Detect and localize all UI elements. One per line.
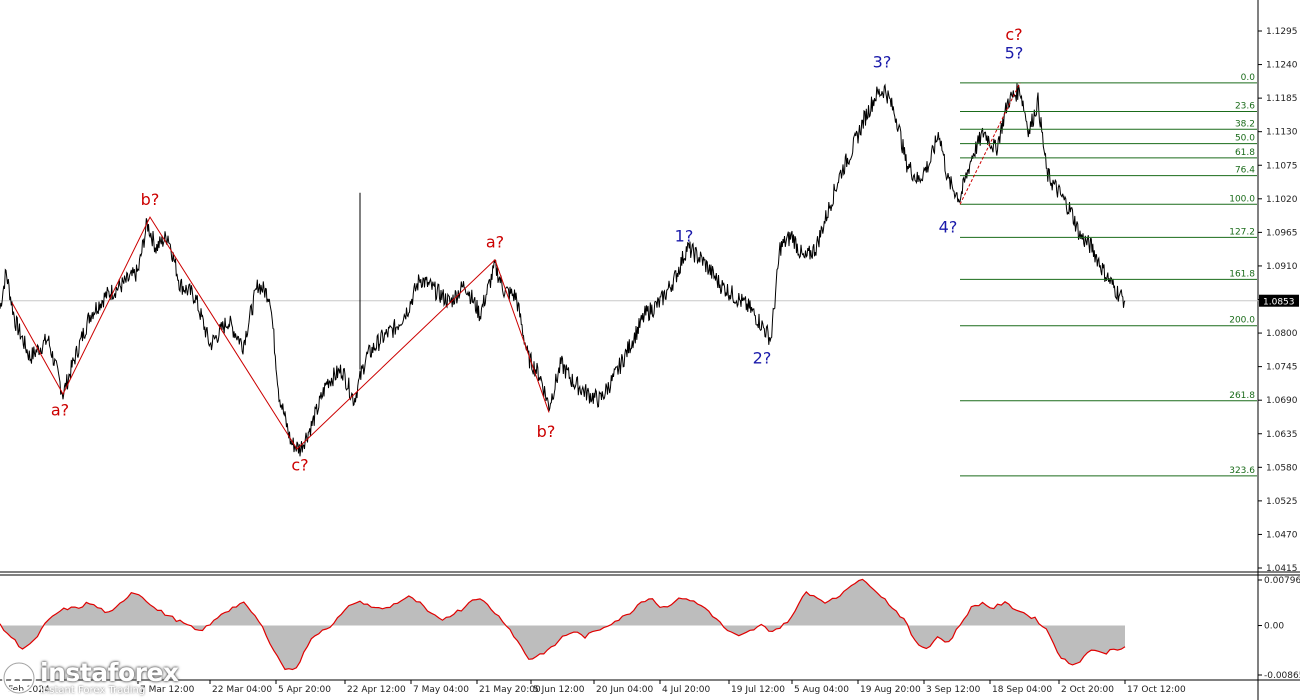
wave-label: 5? [1005,43,1024,62]
wave-label: b? [141,190,160,209]
current-price-badge: 1.0853 [1259,294,1299,308]
time-tick-label: 22 Apr 12:00 [347,685,406,695]
price-tick-label: 1.1075 [1266,161,1298,171]
fib-label: 127.2 [1229,227,1255,237]
wave-lines [11,82,1021,450]
fib-level: 76.4 [960,166,1257,177]
time-tick-label: 7 Mar 12:00 [140,685,195,695]
fib-label: 323.6 [1229,466,1255,476]
price-tick-label: 1.0415 [1266,564,1298,574]
wave-line [11,216,550,450]
fib-label: 38.2 [1235,119,1255,129]
oscillator-signal-line [0,578,1126,671]
time-tick-label: 19 Jul 12:00 [731,685,785,695]
time-tick-label: 4 Jul 20:00 [662,685,711,695]
time-tick-label: 22 Mar 04:00 [212,685,272,695]
fib-level: 200.0 [960,316,1257,327]
price-axis: 1.1295 1.1240 1.1185 1.1130 1.1075 1.1020 1.09… [1258,27,1299,574]
fib-label: 0.0 [1241,73,1256,83]
price-tick-label: 1.0800 [1266,329,1298,339]
time-tick-label: 5 Jun 12:00 [533,685,585,695]
time-tick-label: 3 Sep 12:00 [926,685,981,695]
time-tick-label: 19 Aug 20:00 [860,685,921,695]
instaforex-logo: instaforex Instant Forex Trading [2,655,180,700]
fib-level: 38.2 [960,119,1257,130]
fib-level: 161.8 [960,269,1257,280]
wave-dashed-line [959,82,1021,205]
price-tick-label: 1.0690 [1266,396,1298,406]
wave-annotations: a?b?c?a?b?1?2?3?4?5?c? [51,25,1023,474]
osc-tick-label: 0.00 [1264,622,1284,632]
fibonacci-levels: 0.0 23.6 38.2 50.0 61.8 76.4 100.0 127.2 161.8 20… [960,73,1257,477]
price-tick-label: 1.1185 [1266,94,1298,104]
current-price-label: 1.0853 [1263,298,1295,308]
time-tick-label: 2 Oct 20:00 [1061,685,1114,695]
fib-label: 200.0 [1229,316,1255,326]
fib-label: 161.8 [1229,269,1255,279]
price-tick-label: 1.0745 [1266,363,1298,373]
fib-level: 127.2 [960,227,1257,238]
fib-level: 323.6 [960,466,1257,477]
wave-label: 1? [675,227,694,246]
time-tick-label: 21 May 20:00 [479,685,541,695]
time-tick-label: 5 Aug 04:00 [794,685,849,695]
price-line [0,82,1126,457]
price-tick-label: 1.0580 [1266,463,1298,473]
fib-level: 50.0 [960,134,1257,145]
time-tick-label: 18 Sep 04:00 [992,685,1052,695]
wave-label: 4? [939,217,958,236]
wave-label: c? [291,455,308,474]
fib-level: 100.0 [960,194,1257,205]
time-tick-label: 5 Apr 20:00 [278,685,331,695]
price-tick-label: 1.0470 [1266,530,1298,540]
wave-label: b? [537,422,556,441]
fib-level: 61.8 [960,148,1257,159]
current-price-box [1259,294,1299,307]
price-tick-label: 1.1130 [1266,128,1298,138]
wave-label: a? [486,233,504,252]
logo-text: instaforex [40,657,179,687]
time-axis: Feb 2024 7 Mar 12:00 22 Mar 04:00 5 Apr 20:… [5,680,1186,695]
osc-tick-label: 0.00796 [1264,576,1300,586]
wave-label: a? [51,400,69,419]
oscillator-panel: 0.00796 0.00 -0.00865 [0,576,1300,681]
price-tick-label: 1.1295 [1266,27,1298,37]
time-tick-label: 17 Oct 12:00 [1127,685,1186,695]
time-tick-label: 20 Jun 04:00 [596,685,653,695]
price-series [0,82,1126,457]
fib-label: 100.0 [1229,194,1255,204]
price-tick-label: 1.0635 [1266,430,1298,440]
fib-label: 23.6 [1235,102,1255,112]
logo-tagline: Instant Forex Trading [40,684,146,696]
oscillator-histogram [0,579,1125,670]
fib-label: 61.8 [1235,148,1255,158]
fib-level: 261.8 [960,391,1257,402]
fib-label: 76.4 [1235,166,1255,176]
wave-label: 2? [753,349,772,368]
fib-label: 50.0 [1235,134,1255,144]
fib-label: 261.8 [1229,391,1255,401]
fib-level: 0.0 [960,73,1257,84]
wave-label: c? [1005,25,1022,44]
logo-icon [2,660,36,695]
price-tick-label: 1.0525 [1266,497,1298,507]
price-tick-label: 1.1240 [1266,61,1298,71]
wave-label: 3? [873,53,892,72]
price-tick-label: 1.0965 [1266,228,1298,238]
time-tick-label: 7 May 04:00 [413,685,469,695]
price-tick-label: 1.1020 [1266,195,1298,205]
fib-level: 23.6 [960,102,1257,113]
osc-tick-label: -0.00865 [1264,671,1300,681]
price-tick-label: 1.0910 [1266,262,1298,272]
